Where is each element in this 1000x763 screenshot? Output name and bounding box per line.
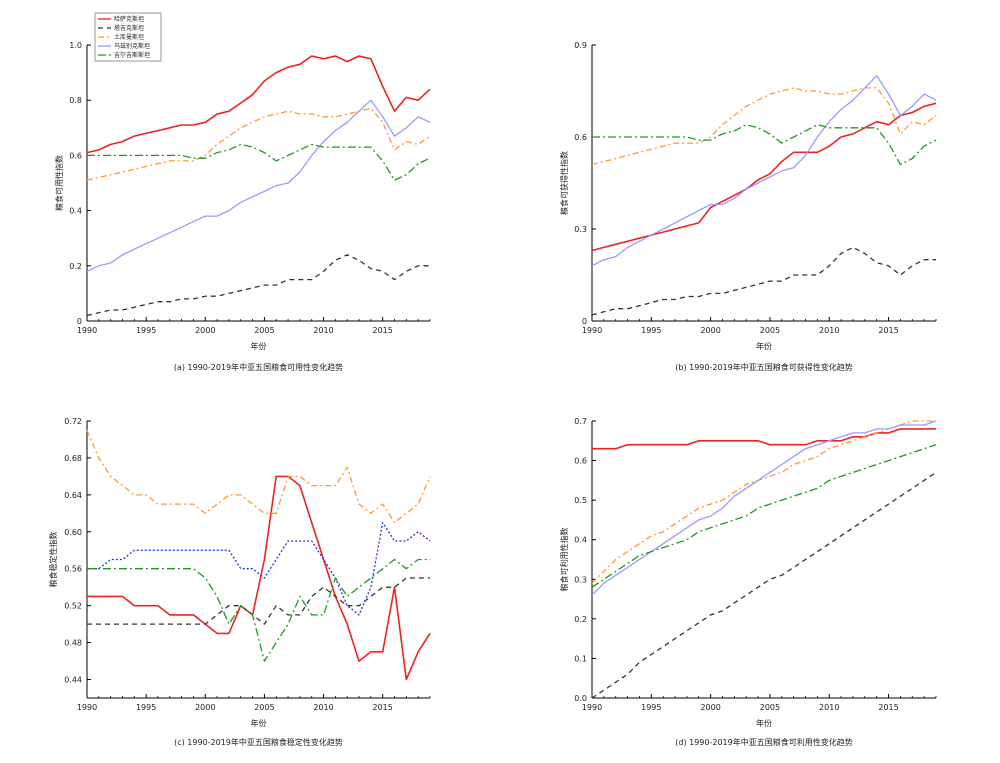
series-line <box>87 475 431 681</box>
series-line <box>591 87 937 166</box>
chart-caption: (d) 1990-2019年中亚五国粮食可利用性变化趋势 <box>675 737 852 747</box>
chart-panel-2: 1990 1995 2000 2005 2010 2015 0 0.3 0.6 0.9 年份 粮食可获… <box>559 41 937 372</box>
x-tick-label: 1990 <box>582 703 602 712</box>
x-tick-label: 2010 <box>313 703 333 712</box>
x-tick-label: 1995 <box>641 326 661 335</box>
x-tick-label: 2015 <box>373 326 393 335</box>
x-tick-label: 2000 <box>700 326 720 335</box>
series-line <box>86 429 431 524</box>
x-tick-label: 1995 <box>136 326 156 335</box>
series-line <box>591 75 937 267</box>
y-axis-label: 粮食可利用性指数 <box>559 528 569 592</box>
y-axis-label: 粮食可用性指数 <box>54 155 64 211</box>
chart-panel-4: 1990 1995 2000 2005 2010 2015 0.0 0.1 0.2 0.3 0.4 0… <box>559 417 937 747</box>
series-line <box>87 521 431 616</box>
y-tick-label: 0.6 <box>574 457 587 466</box>
x-tick-label: 2005 <box>760 326 780 335</box>
x-tick-label: 2000 <box>195 703 215 712</box>
series-line <box>591 420 937 596</box>
x-axis-label: 年份 <box>756 341 772 351</box>
y-tick-label: 0.48 <box>64 639 82 648</box>
y-tick-label: 0.5 <box>574 496 587 505</box>
x-tick-label: 2010 <box>819 326 839 335</box>
y-tick-label: 0.9 <box>574 41 587 50</box>
legend-label: 乌兹别克斯坦 <box>114 42 150 50</box>
x-tick-label: 2000 <box>195 326 215 335</box>
x-tick-label: 1990 <box>582 326 602 335</box>
x-tick-label: 2015 <box>878 703 898 712</box>
y-tick-label: 0.68 <box>64 454 82 463</box>
x-tick-label: 2015 <box>373 703 393 712</box>
y-tick-label: 0.44 <box>64 676 82 685</box>
y-tick-label: 0.4 <box>574 536 587 545</box>
series-line <box>591 246 936 316</box>
series-line <box>591 444 937 588</box>
chart-caption: (b) 1990-2019年中亚五国粮食可获得性变化趋势 <box>675 362 852 372</box>
y-tick-label: 0.3 <box>574 225 587 234</box>
y-axis-label: 粮食稳定性指数 <box>48 532 58 588</box>
y-tick-label: 0.8 <box>69 96 82 105</box>
series-line <box>592 428 936 450</box>
y-tick-label: 0.4 <box>69 207 82 216</box>
chart-panel-3: 1990 1995 2000 2005 2010 2015 0.44 0.48 0.52 0.56… <box>48 417 431 747</box>
y-tick-label: 0.60 <box>64 528 82 537</box>
series-line <box>87 558 430 662</box>
y-tick-label: 0.56 <box>64 565 82 574</box>
series-line <box>87 143 431 181</box>
y-axis-label: 粮食可获得性指数 <box>559 151 569 215</box>
y-tick-label: 0.52 <box>64 602 82 611</box>
legend-label: 吉尔吉斯斯坦 <box>114 51 150 59</box>
y-tick-label: 0.7 <box>574 417 587 426</box>
y-tick-label: 0.64 <box>64 491 82 500</box>
x-tick-label: 2005 <box>254 703 274 712</box>
x-tick-label: 2015 <box>878 326 898 335</box>
x-axis-label: 年份 <box>251 718 267 728</box>
series-line <box>86 99 431 272</box>
y-tick-label: 0 <box>77 317 82 326</box>
series-line <box>86 254 430 317</box>
y-tick-label: 0.2 <box>574 615 587 624</box>
y-tick-label: 0.2 <box>69 262 82 271</box>
series-line <box>86 55 431 154</box>
y-tick-label: 0.6 <box>69 151 82 160</box>
series-line <box>592 124 937 166</box>
series-line <box>591 420 936 584</box>
series-line <box>87 577 430 625</box>
chart-panel-1: 1990 1995 2000 2005 2010 2015 0 0.2 0.4 0.6 0.8 1.0… <box>54 12 431 372</box>
y-tick-label: 0.3 <box>574 575 587 584</box>
y-tick-label: 0.1 <box>574 654 587 663</box>
x-tick-label: 1990 <box>77 326 97 335</box>
y-tick-label: 0 <box>582 317 587 326</box>
legend-label: 塔吉克斯坦 <box>114 24 144 32</box>
x-tick-label: 1995 <box>641 703 661 712</box>
x-tick-label: 2005 <box>254 326 274 335</box>
series-line <box>591 471 937 699</box>
series-line <box>86 107 431 181</box>
x-tick-label: 1995 <box>136 703 156 712</box>
chart-caption: (c) 1990-2019年中亚五国粮食稳定性变化趋势 <box>174 737 343 747</box>
x-tick-label: 2010 <box>313 326 333 335</box>
x-axis-label: 年份 <box>251 341 267 351</box>
x-axis-label: 年份 <box>756 718 772 728</box>
legend-label: 土库曼斯坦 <box>114 33 144 41</box>
x-tick-label: 1990 <box>77 703 97 712</box>
x-tick-label: 2000 <box>700 703 720 712</box>
legend-label: 哈萨克斯坦 <box>114 15 144 23</box>
x-tick-label: 2010 <box>819 703 839 712</box>
series-line <box>591 102 937 252</box>
x-tick-label: 2005 <box>760 703 780 712</box>
y-tick-label: 0.72 <box>64 417 82 426</box>
y-tick-label: 1.0 <box>69 41 82 50</box>
chart-caption: (a) 1990-2019年中亚五国粮食可用性变化趋势 <box>174 362 343 372</box>
y-tick-label: 0.0 <box>574 694 587 703</box>
legend-box <box>94 12 162 62</box>
y-tick-label: 0.6 <box>574 133 587 142</box>
